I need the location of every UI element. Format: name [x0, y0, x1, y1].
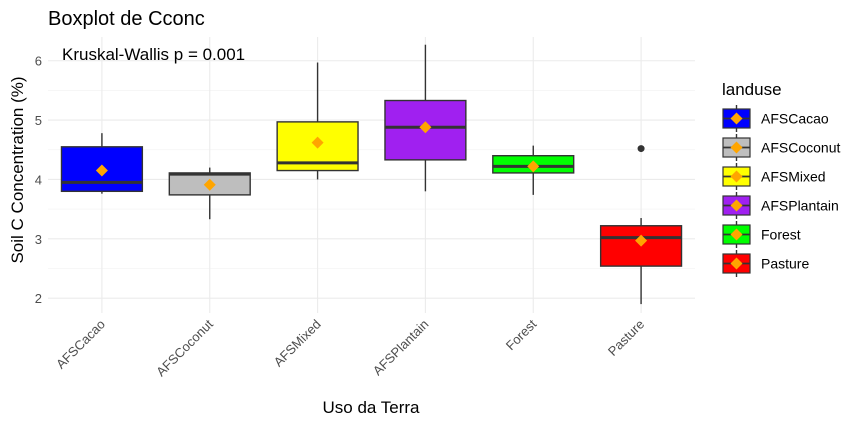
box-AFSMixed	[276, 62, 359, 180]
mean-marker	[203, 178, 216, 191]
legend-key-mean-marker	[730, 228, 743, 241]
legend-entry-Pasture: Pasture	[722, 250, 809, 277]
box-Pasture	[599, 145, 683, 305]
legend-key-mean-marker	[730, 199, 743, 212]
x-tick-label: Forest	[503, 316, 540, 353]
legend-entry-AFSPlantain: AFSPlantain	[722, 192, 839, 219]
legend-entry-AFSCoconut: AFSCoconut	[722, 134, 840, 161]
grid-lines	[48, 37, 695, 313]
legend-label: AFSCacao	[761, 111, 829, 127]
box-AFSPlantain	[384, 44, 467, 192]
legend-entry-AFSCacao: AFSCacao	[722, 105, 829, 132]
mean-marker	[635, 234, 648, 247]
x-tick-label: AFSCoconut	[153, 316, 216, 379]
mean-marker	[419, 121, 432, 134]
outlier-point	[637, 145, 645, 153]
mean-marker	[95, 164, 108, 177]
x-tick-label: AFSCacao	[53, 317, 108, 372]
y-tick-label: 6	[35, 54, 42, 69]
boxes	[60, 44, 683, 305]
legend-entry-Forest: Forest	[722, 221, 801, 248]
mean-marker	[311, 136, 324, 149]
box-AFSCacao	[60, 133, 144, 194]
kruskal-wallis-annotation: Kruskal-Wallis p = 0.001	[62, 45, 245, 64]
y-axis-label: Soil C Concentration (%)	[8, 76, 27, 263]
y-tick-label: 5	[35, 113, 42, 128]
legend-label: Pasture	[761, 256, 809, 272]
box-Forest	[492, 145, 575, 195]
x-tick-label: Pasture	[605, 317, 647, 359]
y-tick-label: 3	[35, 232, 42, 247]
box-body	[384, 99, 467, 161]
legend-label: AFSMixed	[761, 169, 826, 185]
axes: 2 3 4 5 6 AFSCacao AFSCoconut AFSMixed AFSPlanta…	[35, 54, 647, 379]
chart-title: Boxplot de Cconc	[48, 8, 205, 30]
legend-label: AFSCoconut	[761, 140, 840, 156]
legend-label: AFSPlantain	[761, 198, 839, 214]
legend-key-mean-marker	[730, 170, 743, 183]
legend-entry-AFSMixed: AFSMixed	[722, 163, 826, 190]
x-tick-label: AFSMixed	[271, 317, 324, 370]
legend-title: landuse	[722, 80, 782, 99]
y-tick-label: 4	[35, 172, 42, 187]
y-tick-label: 2	[35, 291, 42, 306]
legend: AFSCacao AFSCoconut AFSMixed AFSPlantain For…	[722, 105, 840, 277]
box-AFSCoconut	[168, 167, 251, 220]
legend-key-mean-marker	[730, 112, 743, 125]
mean-marker	[527, 160, 540, 173]
legend-key-mean-marker	[730, 141, 743, 154]
x-tick-label: AFSPlantain	[370, 317, 432, 379]
legend-label: Forest	[761, 227, 801, 243]
x-axis-label: Uso da Terra	[322, 398, 420, 417]
legend-key-mean-marker	[730, 257, 743, 270]
